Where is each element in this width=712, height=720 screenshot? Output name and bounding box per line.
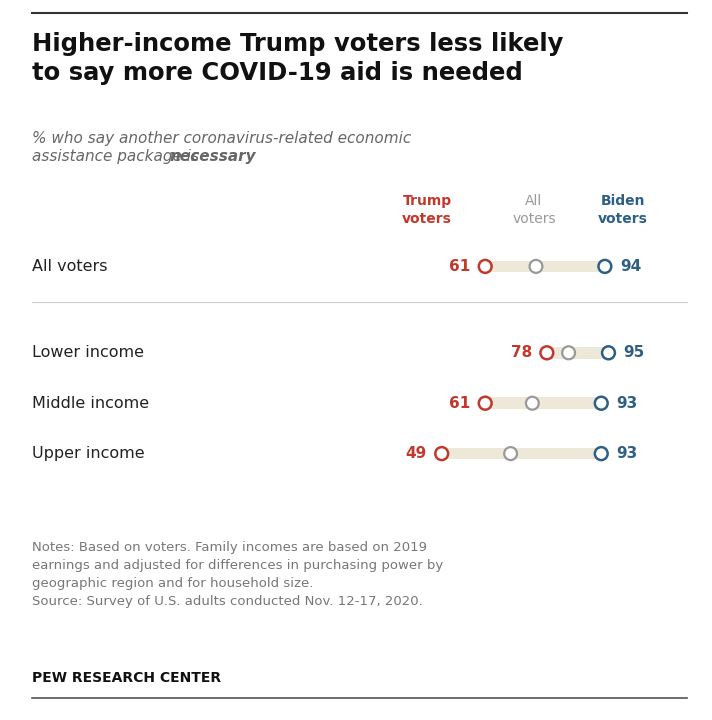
Text: necessary: necessary (169, 149, 256, 164)
Text: Biden
voters: Biden voters (598, 194, 648, 225)
Text: 61: 61 (449, 259, 470, 274)
Text: 78: 78 (511, 346, 532, 360)
Text: 94: 94 (620, 259, 641, 274)
Text: Higher-income Trump voters less likely
to say more COVID-19 aid is needed: Higher-income Trump voters less likely t… (32, 32, 563, 85)
Text: All
voters: All voters (512, 194, 556, 225)
Text: Upper income: Upper income (32, 446, 145, 461)
Text: assistance package is ⁠necessary: assistance package is ⁠necessary (32, 149, 281, 164)
Text: Middle income: Middle income (32, 396, 150, 410)
Text: assistance package is: assistance package is (32, 149, 204, 164)
Text: 93: 93 (616, 396, 637, 410)
Text: 61: 61 (449, 396, 470, 410)
Text: Lower income: Lower income (32, 346, 144, 360)
Text: 49: 49 (406, 446, 426, 461)
Text: 95: 95 (624, 346, 644, 360)
Text: Notes: Based on voters. Family incomes are based on 2019
earnings and adjusted f: Notes: Based on voters. Family incomes a… (32, 541, 444, 608)
Text: All voters: All voters (32, 259, 108, 274)
Text: Trump
voters: Trump voters (402, 194, 452, 225)
Text: PEW RESEARCH CENTER: PEW RESEARCH CENTER (32, 671, 221, 685)
Text: % who say another coronavirus-related economic: % who say another coronavirus-related ec… (32, 131, 412, 146)
Text: 93: 93 (616, 446, 637, 461)
